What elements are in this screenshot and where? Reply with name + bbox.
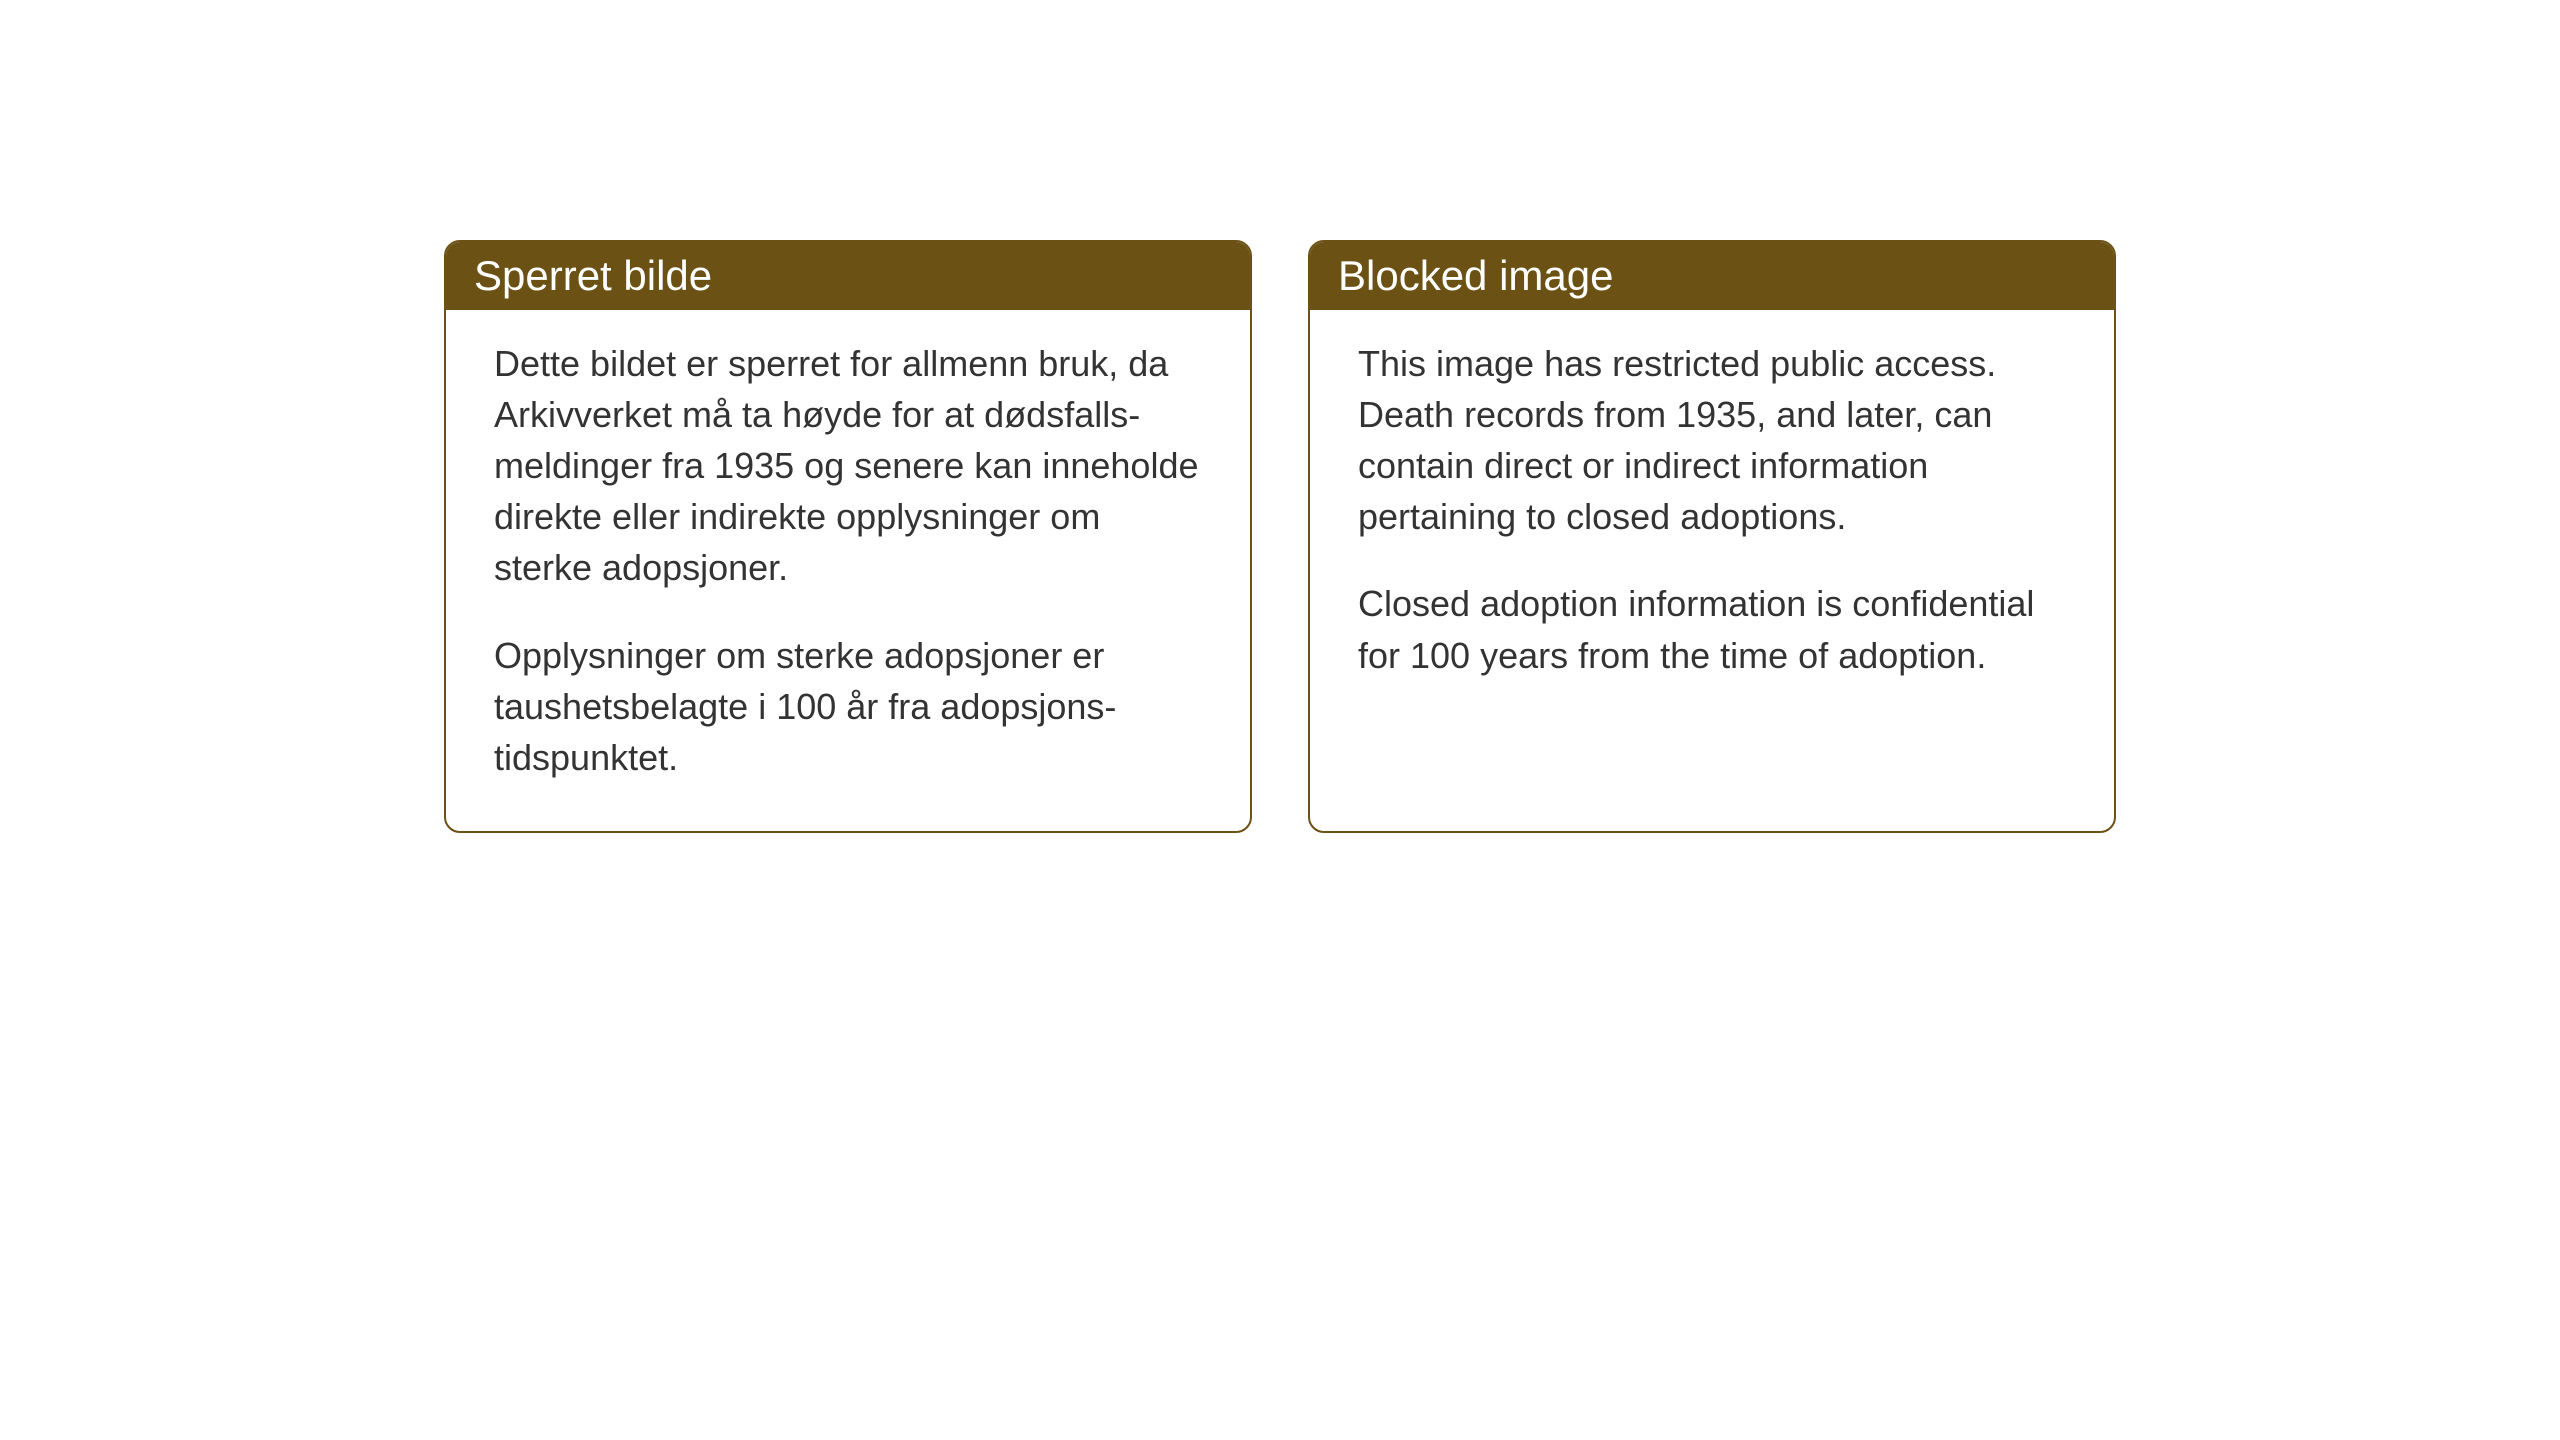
card-header-norwegian: Sperret bilde	[446, 242, 1250, 310]
card-body-norwegian: Dette bildet er sperret for allmenn bruk…	[446, 310, 1250, 831]
card-header-english: Blocked image	[1310, 242, 2114, 310]
card-title-norwegian: Sperret bilde	[474, 252, 712, 299]
card-paragraph-2-norwegian: Opplysninger om sterke adopsjoner er tau…	[494, 630, 1202, 783]
notice-card-english: Blocked image This image has restricted …	[1308, 240, 2116, 833]
card-title-english: Blocked image	[1338, 252, 1613, 299]
card-paragraph-2-english: Closed adoption information is confident…	[1358, 578, 2066, 680]
card-body-english: This image has restricted public access.…	[1310, 310, 2114, 729]
card-paragraph-1-english: This image has restricted public access.…	[1358, 338, 2066, 542]
notice-cards-container: Sperret bilde Dette bildet er sperret fo…	[444, 240, 2116, 833]
notice-card-norwegian: Sperret bilde Dette bildet er sperret fo…	[444, 240, 1252, 833]
card-paragraph-1-norwegian: Dette bildet er sperret for allmenn bruk…	[494, 338, 1202, 594]
